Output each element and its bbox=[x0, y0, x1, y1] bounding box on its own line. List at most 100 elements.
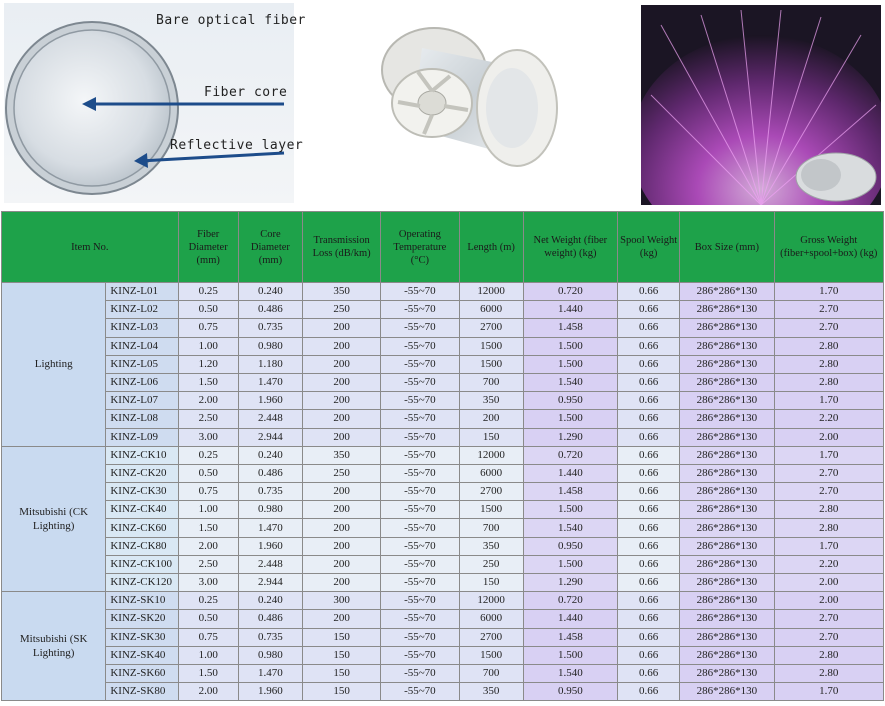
cell-operating-temperature: -55~70 bbox=[380, 318, 460, 338]
cell-spool-weight: 0.66 bbox=[617, 463, 681, 484]
group-label: Lighting bbox=[0, 282, 107, 447]
cell-core-diameter: 0.735 bbox=[237, 482, 304, 502]
cell-gross-weight: 2.80 bbox=[773, 354, 885, 374]
table-row: KINZ-CK60 1.50 1.470 200 -55~70 700 1.540 0.66 2… bbox=[2, 518, 885, 538]
cell-transmission-loss: 300 bbox=[301, 591, 382, 611]
cell-fiber-diameter: 3.00 bbox=[177, 427, 239, 447]
cell-item-no: KINZ-CK20 bbox=[105, 463, 179, 484]
cell-length: 6000 bbox=[458, 609, 524, 629]
table-row: KINZ-L07 2.00 1.960 200 -55~70 350 0.950 0.66 28… bbox=[2, 391, 885, 411]
table-row: KINZ-SK20 0.50 0.486 200 -55~70 6000 1.440 0.66… bbox=[2, 609, 885, 629]
cell-fiber-diameter: 2.50 bbox=[177, 409, 239, 429]
header-item-no: Item No. bbox=[1, 211, 179, 283]
group-label: Mitsubishi (SK Lighting) bbox=[0, 591, 107, 702]
header-fiber-diameter: Fiber Diameter (mm) bbox=[177, 211, 239, 283]
fiber-cross-section-diagram: Bare optical fiber Fiber core Reflective… bbox=[4, 3, 305, 203]
cell-box-size: 286*286*130 bbox=[679, 536, 775, 556]
cell-box-size: 286*286*130 bbox=[679, 318, 775, 338]
cell-gross-weight: 2.80 bbox=[773, 645, 885, 665]
cell-gross-weight: 2.80 bbox=[773, 518, 885, 538]
cell-box-size: 286*286*130 bbox=[679, 627, 775, 647]
cell-box-size: 286*286*130 bbox=[679, 482, 775, 502]
cell-transmission-loss: 150 bbox=[301, 627, 382, 647]
cell-net-weight: 0.950 bbox=[522, 682, 619, 702]
cell-transmission-loss: 250 bbox=[301, 300, 382, 320]
cell-operating-temperature: -55~70 bbox=[380, 372, 460, 393]
cell-length: 1500 bbox=[458, 645, 524, 665]
cell-fiber-diameter: 0.50 bbox=[177, 609, 239, 629]
group-mitsubishi-sk: Mitsubishi (SK Lighting) KINZ-SK10 0.25 0.2… bbox=[0, 591, 885, 702]
cell-core-diameter: 2.448 bbox=[237, 409, 304, 429]
cell-operating-temperature: -55~70 bbox=[380, 427, 460, 447]
cell-box-size: 286*286*130 bbox=[679, 682, 775, 702]
cell-spool-weight: 0.66 bbox=[617, 591, 681, 611]
cell-box-size: 286*286*130 bbox=[679, 300, 775, 320]
cell-length: 350 bbox=[458, 391, 524, 411]
cell-operating-temperature: -55~70 bbox=[380, 354, 460, 374]
cell-box-size: 286*286*130 bbox=[679, 445, 775, 465]
cell-gross-weight: 1.70 bbox=[773, 445, 885, 465]
cell-net-weight: 1.458 bbox=[522, 482, 619, 502]
cell-operating-temperature: -55~70 bbox=[380, 682, 460, 702]
cell-box-size: 286*286*130 bbox=[679, 354, 775, 374]
cell-fiber-diameter: 0.50 bbox=[177, 300, 239, 320]
label-bare-fiber: Bare optical fiber bbox=[156, 13, 306, 28]
cell-operating-temperature: -55~70 bbox=[380, 500, 460, 520]
cell-core-diameter: 1.180 bbox=[237, 354, 304, 374]
cell-spool-weight: 0.66 bbox=[617, 663, 681, 684]
table-row: KINZ-SK60 1.50 1.470 150 -55~70 700 1.540 0.66 2… bbox=[2, 663, 885, 684]
cell-spool-weight: 0.66 bbox=[617, 427, 681, 447]
cell-net-weight: 1.440 bbox=[522, 300, 619, 320]
cell-operating-temperature: -55~70 bbox=[380, 300, 460, 320]
cell-gross-weight: 2.70 bbox=[773, 318, 885, 338]
cell-fiber-diameter: 1.00 bbox=[177, 336, 239, 356]
cell-gross-weight: 2.00 bbox=[773, 591, 885, 611]
cell-operating-temperature: -55~70 bbox=[380, 663, 460, 684]
cell-operating-temperature: -55~70 bbox=[380, 445, 460, 465]
table-row: KINZ-SK80 2.00 1.960 150 -55~70 350 0.950 0.66 2… bbox=[2, 682, 885, 702]
cell-operating-temperature: -55~70 bbox=[380, 591, 460, 611]
cell-spool-weight: 0.66 bbox=[617, 627, 681, 647]
cell-net-weight: 1.500 bbox=[522, 354, 619, 374]
cell-spool-weight: 0.66 bbox=[617, 554, 681, 575]
cell-item-no: KINZ-L03 bbox=[105, 318, 179, 338]
cell-fiber-diameter: 2.00 bbox=[177, 391, 239, 411]
cell-core-diameter: 0.486 bbox=[237, 300, 304, 320]
cell-length: 12000 bbox=[458, 445, 524, 465]
cell-box-size: 286*286*130 bbox=[679, 427, 775, 447]
cell-spool-weight: 0.66 bbox=[617, 500, 681, 520]
cell-gross-weight: 2.70 bbox=[773, 609, 885, 629]
cell-net-weight: 0.720 bbox=[522, 591, 619, 611]
cell-item-no: KINZ-L04 bbox=[105, 336, 179, 356]
cell-transmission-loss: 200 bbox=[301, 372, 382, 393]
spool-graphic bbox=[381, 27, 558, 167]
cell-item-no: KINZ-L05 bbox=[105, 354, 179, 374]
table-row: Mitsubishi (SK Lighting) KINZ-SK10 0.25 0.2… bbox=[0, 591, 885, 702]
table-row: KINZ-L03 0.75 0.735 200 -55~70 2700 1.458 0.66 2… bbox=[2, 318, 885, 338]
cell-transmission-loss: 200 bbox=[301, 554, 382, 575]
cell-transmission-loss: 150 bbox=[301, 682, 382, 702]
cell-fiber-diameter: 0.25 bbox=[177, 281, 239, 302]
cell-core-diameter: 1.960 bbox=[237, 536, 304, 556]
cell-transmission-loss: 200 bbox=[301, 409, 382, 429]
cell-spool-weight: 0.66 bbox=[617, 336, 681, 356]
cell-box-size: 286*286*130 bbox=[679, 609, 775, 629]
table-row: Mitsubishi (CK Lighting) KINZ-CK10 0.25 0.2… bbox=[0, 445, 885, 593]
cell-length: 150 bbox=[458, 427, 524, 447]
cell-spool-weight: 0.66 bbox=[617, 609, 681, 629]
cell-transmission-loss: 250 bbox=[301, 463, 382, 484]
table-row: KINZ-CK120 3.00 2.944 200 -55~70 150 1.290 0.66… bbox=[2, 572, 885, 593]
cell-transmission-loss: 200 bbox=[301, 572, 382, 593]
cell-item-no: KINZ-L02 bbox=[105, 300, 179, 320]
cell-box-size: 286*286*130 bbox=[679, 409, 775, 429]
cell-fiber-diameter: 1.20 bbox=[177, 354, 239, 374]
header-length: Length (m) bbox=[458, 211, 524, 283]
cell-net-weight: 1.458 bbox=[522, 318, 619, 338]
cell-net-weight: 1.440 bbox=[522, 463, 619, 484]
fiber-optic-light-photo bbox=[631, 5, 885, 255]
table-row: Lighting KINZ-L01 0.25 0.240 350 -55~70 12000 0… bbox=[0, 281, 885, 447]
cell-length: 250 bbox=[458, 554, 524, 575]
cell-box-size: 286*286*130 bbox=[679, 336, 775, 356]
cell-gross-weight: 1.70 bbox=[773, 391, 885, 411]
cell-core-diameter: 1.470 bbox=[237, 663, 304, 684]
